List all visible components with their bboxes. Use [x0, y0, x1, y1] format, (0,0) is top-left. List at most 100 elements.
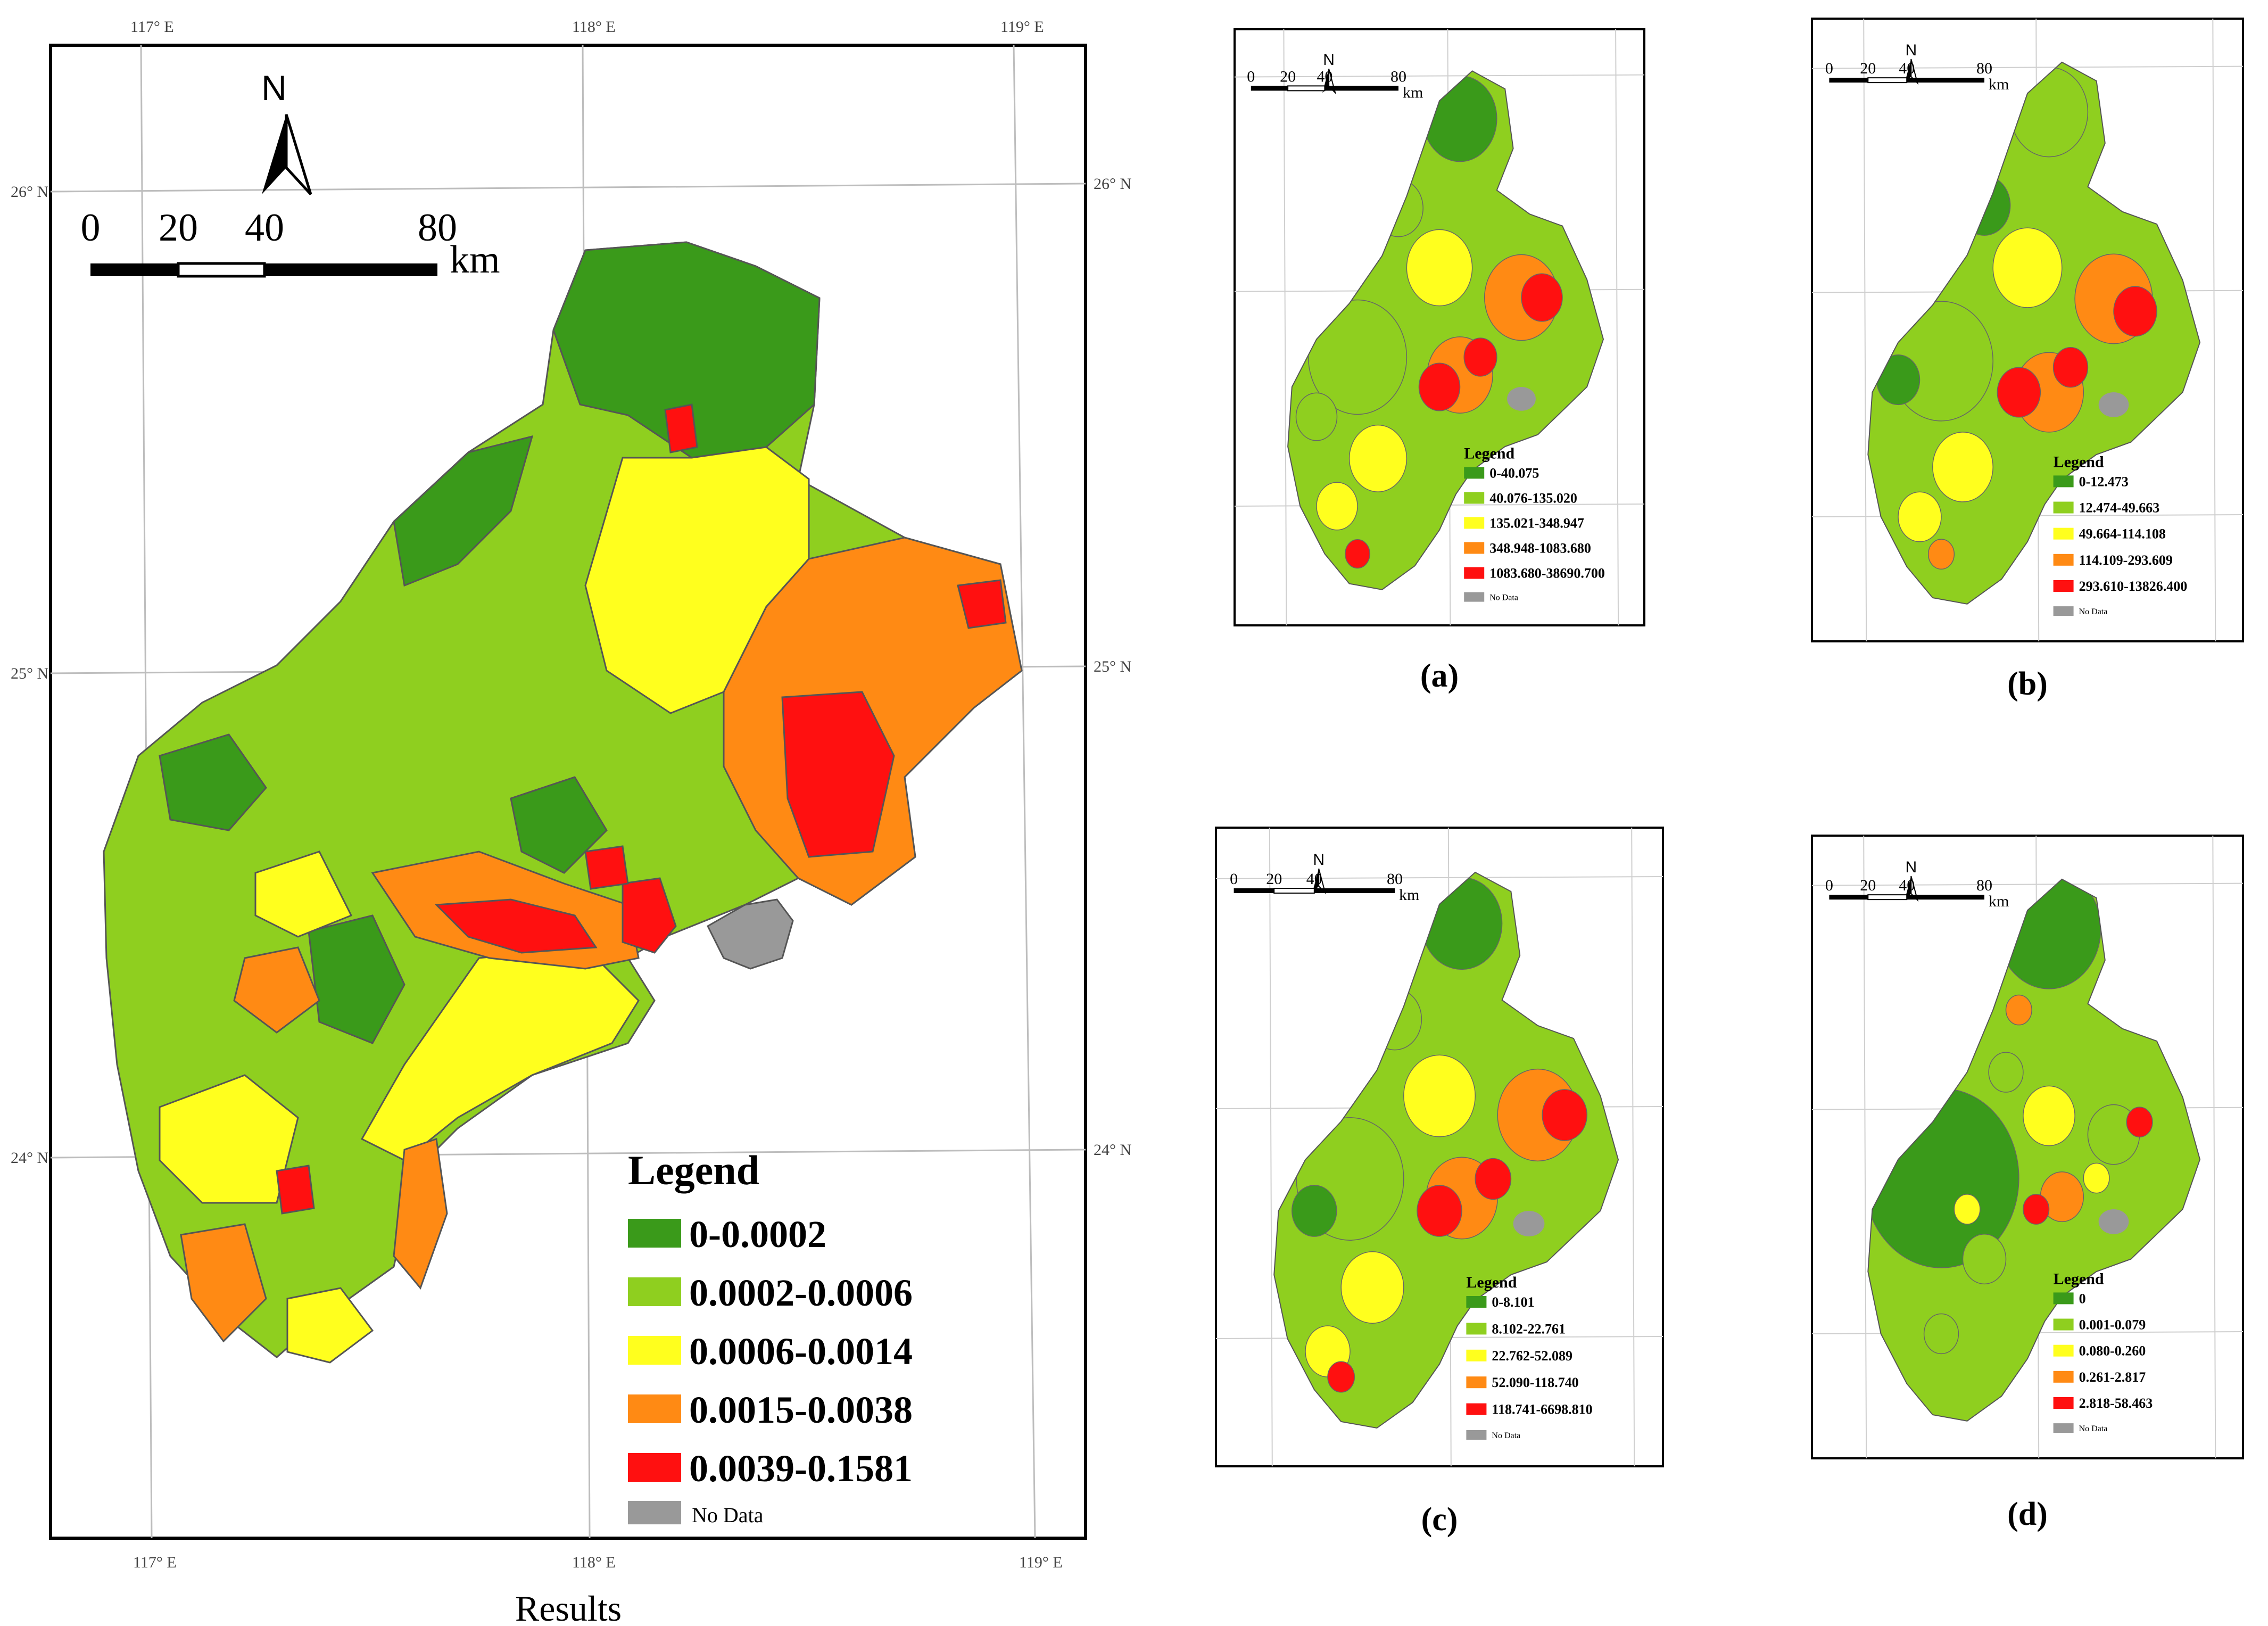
- panel-b-no-data-region: [2098, 392, 2129, 417]
- panel-d-region: [1962, 1234, 2007, 1285]
- panel-c-north-arrow: N: [1312, 851, 1327, 895]
- main-region-red-sw: [276, 1165, 315, 1215]
- panel-c-scale-tick: 80: [1387, 870, 1403, 888]
- panel-d-region: [1923, 1313, 1959, 1355]
- panel-b-legend-item: 293.610-13826.400: [2079, 579, 2188, 594]
- main-region-orange-west: [233, 946, 320, 1034]
- panel-d-scale-tick: 40: [1899, 877, 1915, 894]
- main-region-sw-green: [159, 733, 267, 831]
- panel-b-legend-item: 12.474-49.663: [2079, 500, 2160, 516]
- panel-c-legend-swatch: [1466, 1349, 1487, 1361]
- panel-d-map: [1868, 879, 2200, 1421]
- coord-label-left-1: 26° N: [11, 183, 48, 201]
- main-legend-swatch-4: [628, 1394, 681, 1423]
- panel-a-region: [1295, 392, 1338, 441]
- panel-c-legend-swatch: [1466, 1376, 1487, 1389]
- coord-label-left-2: 25° N: [11, 665, 48, 682]
- panel-a-scale-tick: 80: [1390, 68, 1406, 85]
- main-choropleth: [103, 241, 1023, 1364]
- main-legend-item-1: 0-0.0002: [689, 1213, 826, 1256]
- panel-d-region: [2005, 994, 2032, 1026]
- panel-c-legend-item: 52.090-118.740: [1492, 1375, 1578, 1390]
- main-scale-tick-0: 0: [81, 206, 101, 250]
- panel-d-map-base: [1868, 879, 2200, 1421]
- panel-a-legend-no-data: No Data: [1489, 593, 1518, 602]
- panel-b-region: [1997, 367, 2041, 418]
- panel-d-legend-swatch: [2053, 1318, 2074, 1331]
- panel-c-legend-item: 22.762-52.089: [1492, 1348, 1572, 1364]
- panel-d-legend-swatch: [2053, 1371, 2074, 1383]
- panel-a-map-outline: [1287, 70, 1604, 590]
- panel-c-region: [1542, 1089, 1587, 1141]
- coord-label-top-1: 117° E: [130, 18, 174, 36]
- main-legend-item-5: 0.0039-0.1581: [689, 1447, 913, 1490]
- panel-b-scale-tick: 20: [1860, 60, 1876, 77]
- panel-d-region: [2083, 1162, 2110, 1194]
- panel-d-legend: Legend 0 0.001-0.079 0.080-0.260 0.261-2.817…: [2053, 1270, 2153, 1433]
- panel-d-scale-tick: 80: [1976, 877, 1992, 894]
- panel-b-legend-no-data: No Data: [2079, 607, 2108, 616]
- panel-a-legend-swatch: [1464, 567, 1485, 579]
- panel-a-region: [1316, 482, 1358, 531]
- panel-d-legend-item: 0.001-0.079: [2079, 1317, 2146, 1333]
- panel-c-legend-swatch: [1466, 1403, 1487, 1415]
- coord-label-bottom-3: 119° E: [1019, 1554, 1063, 1571]
- panel-c-region: [1327, 1361, 1355, 1393]
- panel-a-scale-tick: 0: [1247, 68, 1255, 85]
- panel-b-legend-item: 49.664-114.108: [2079, 526, 2166, 542]
- panel-b-region: [1992, 227, 2063, 308]
- main-north-label: N: [261, 68, 287, 108]
- panel-c-no-data-region: [1513, 1211, 1545, 1236]
- main-region-yellow-sw: [159, 1074, 299, 1204]
- panel-a-north-label: N: [1323, 51, 1335, 69]
- main-region-red-coast: [584, 845, 629, 890]
- panel-c-scale-unit: km: [1399, 886, 1419, 904]
- main-region-yellow-tip: [286, 1287, 374, 1364]
- panel-d-no-data-region: [2098, 1209, 2129, 1234]
- main-legend: Legend 0-0.0002 0.0002-0.0006 0.0006-0.0…: [628, 1147, 913, 1527]
- panel-c-legend-item: 118.741-6698.810: [1492, 1402, 1592, 1417]
- panel-d-legend-item: 2.818-58.463: [2079, 1396, 2153, 1411]
- panel-a-legend-swatch: [1464, 517, 1485, 529]
- panel-b-north-label: N: [1905, 42, 1917, 59]
- main-map-panel: 117° E 118° E 119° E 117° E 118° E 119° …: [11, 18, 1131, 1571]
- panel-b-legend-swatch: [2053, 475, 2074, 488]
- panel-d-north-arrow: N: [1905, 859, 1919, 902]
- panel-c-region: [1475, 1158, 1512, 1200]
- main-legend-no-data: No Data: [692, 1503, 764, 1527]
- panel-d-legend-item: 0: [2079, 1291, 2086, 1306]
- panel-a-region: [1406, 229, 1473, 307]
- panel-b-region: [1898, 491, 1942, 542]
- panel-b-legend: Legend 0-12.473 12.474-49.663 49.664-114.10…: [2053, 453, 2188, 616]
- panel-b-legend-swatch: [2053, 554, 2074, 566]
- small-panels: N0 20 40 80kmLegend0-40.07540.076-135.02013…: [1215, 18, 2244, 1538]
- main-region-no-data: [707, 898, 794, 970]
- panel-d-legend-swatch-no-data: [2053, 1423, 2074, 1433]
- panel-b-region: [2113, 286, 2157, 337]
- panel-b-legend-item: 0-12.473: [2079, 474, 2129, 489]
- panel-a-scale-tick: 20: [1280, 68, 1296, 85]
- panel-a-caption: (a): [1420, 658, 1459, 694]
- coord-label-left-3: 24° N: [11, 1149, 48, 1167]
- panel-a-legend-item: 348.948-1083.680: [1489, 541, 1591, 556]
- main-legend-swatch-no-data: [628, 1501, 681, 1524]
- panel-c-legend-swatch: [1466, 1323, 1487, 1335]
- panel-c-scale-tick: 0: [1230, 870, 1238, 888]
- main-legend-swatch-5: [628, 1453, 681, 1482]
- panel-d-region: [2023, 1194, 2050, 1225]
- panel-a-map: [1288, 71, 1603, 590]
- coord-label-bottom-2: 118° E: [572, 1554, 616, 1571]
- panel-d-region: [2126, 1107, 2153, 1138]
- panel-d-region: [1954, 1194, 1981, 1225]
- main-region-red-island: [622, 877, 677, 954]
- main-region-red-quanzhou: [781, 691, 895, 858]
- panel-d-scale-unit: km: [1989, 893, 2009, 910]
- coord-label-right-3: 24° N: [1094, 1141, 1131, 1159]
- panel-b-legend-item: 114.109-293.609: [2079, 552, 2173, 568]
- panel-d-caption: (d): [2007, 1496, 2048, 1532]
